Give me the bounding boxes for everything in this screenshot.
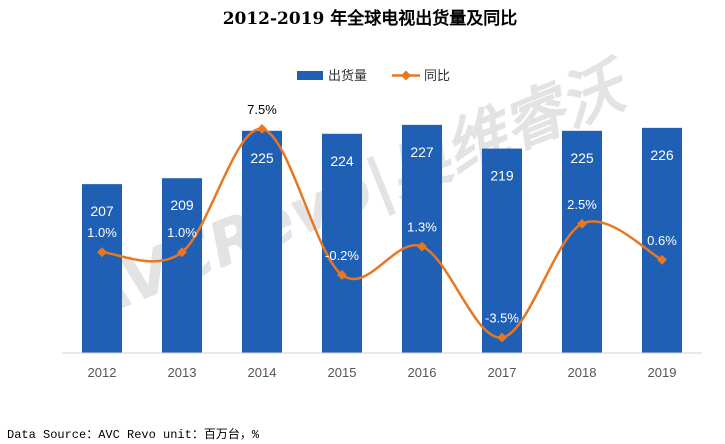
yoy-marker-2013 <box>177 247 187 258</box>
x-tick-2018: 2018 <box>568 365 597 380</box>
x-tick-2017: 2017 <box>488 365 517 380</box>
yoy-label-2018: 2.5% <box>567 197 597 212</box>
bar-2013 <box>162 178 202 353</box>
x-tick-2014: 2014 <box>248 365 277 380</box>
x-tick-2012: 2012 <box>88 365 117 380</box>
bar-label-2016: 227 <box>410 144 434 160</box>
bar-2015 <box>322 133 362 353</box>
yoy-marker-2017 <box>497 332 507 343</box>
x-tick-2013: 2013 <box>168 365 197 380</box>
bar-label-2017: 219 <box>490 168 514 184</box>
legend-label-yoy: 同比 <box>424 68 450 83</box>
bar-2016 <box>402 124 442 353</box>
bar-2018 <box>562 130 602 353</box>
x-tick-2015: 2015 <box>328 365 357 380</box>
yoy-marker-2012 <box>97 247 107 258</box>
yoy-marker-2016 <box>417 241 427 252</box>
yoy-label-2017: -3.5% <box>485 311 519 326</box>
bar-2017 <box>482 148 522 353</box>
chart-title: 2012-2019 年全球电视出货量及同比 <box>223 8 518 29</box>
bar-2012 <box>82 184 122 353</box>
bar-label-2013: 209 <box>170 197 194 213</box>
bar-label-2015: 224 <box>330 153 354 169</box>
yoy-label-2016: 1.3% <box>407 220 437 235</box>
bar-2014 <box>242 130 282 353</box>
legend-swatch-shipments <box>297 71 323 80</box>
bar-label-2014: 225 <box>250 150 274 166</box>
data-source-note: Data Source：AVC Revo unit：百万台，% <box>7 426 260 442</box>
bar-2019 <box>642 127 682 353</box>
legend-marker-yoy <box>401 70 411 81</box>
yoy-label-2013: 1.0% <box>167 225 197 240</box>
yoy-marker-2019 <box>657 254 667 265</box>
x-tick-2019: 2019 <box>648 365 677 380</box>
legend-label-shipments: 出货量 <box>328 68 367 83</box>
yoy-line <box>101 127 663 339</box>
x-tick-2016: 2016 <box>408 365 437 380</box>
bar-label-2012: 207 <box>90 203 114 219</box>
yoy-label-2014: 7.5% <box>247 102 277 117</box>
bar-label-2018: 225 <box>570 150 594 166</box>
yoy-label-2015: -0.2% <box>325 248 359 263</box>
yoy-label-2019: 0.6% <box>647 233 677 248</box>
yoy-label-2012: 1.0% <box>87 225 117 240</box>
yoy-marker-2018 <box>577 218 587 229</box>
bar-label-2019: 226 <box>650 147 674 163</box>
legend: 出货量 同比 <box>297 68 450 83</box>
yoy-marker-2015 <box>337 270 347 280</box>
